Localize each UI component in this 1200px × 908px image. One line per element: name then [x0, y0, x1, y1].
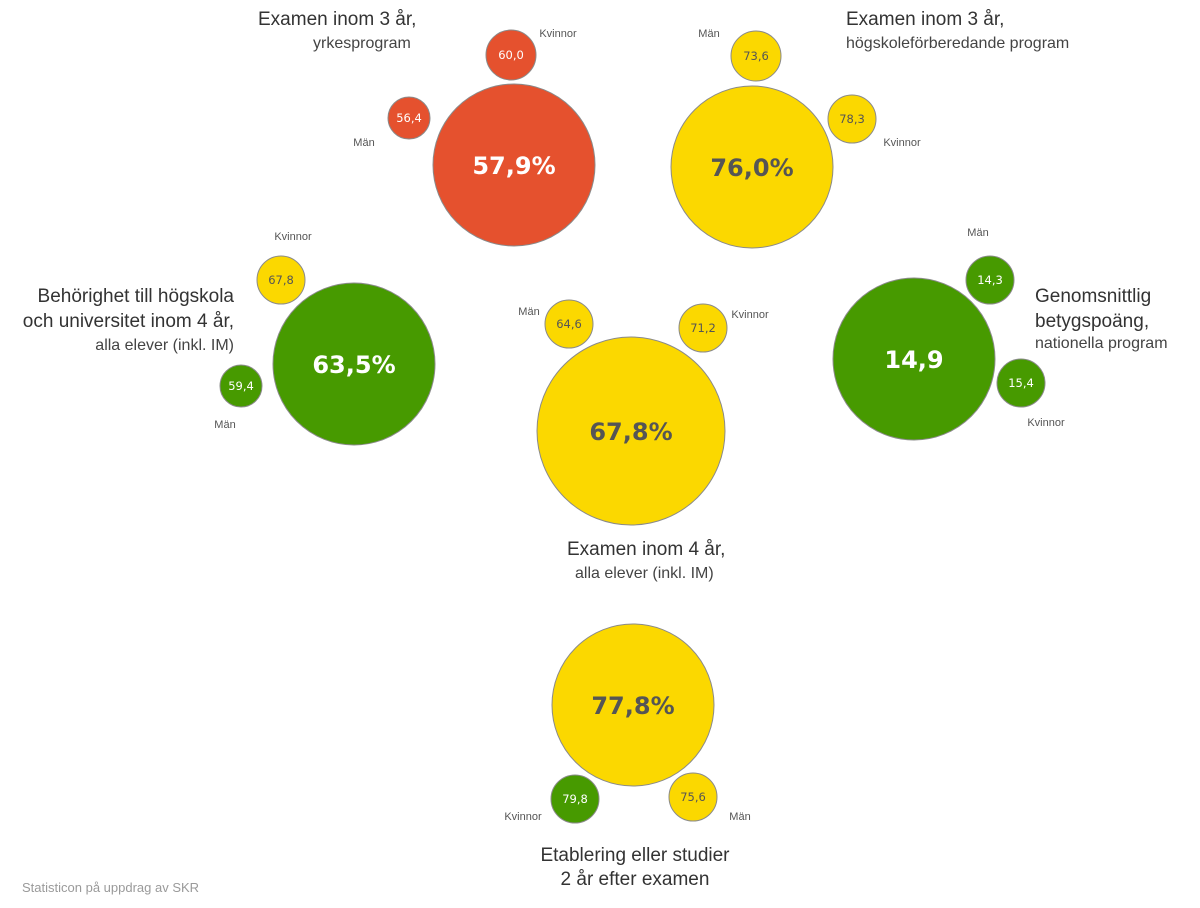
- gender-tag-etablering-kvinnor: Kvinnor: [504, 811, 542, 823]
- subtitle-etablering: 2 år efter examen: [560, 869, 710, 890]
- sub-bubble-hogskolefor-män: [730, 30, 782, 82]
- gender-tag-etablering-män: Män: [729, 811, 750, 823]
- title-hogskolefor: Examen inom 3 år,: [846, 9, 1005, 30]
- sub-value-hogskolefor-kvinnor: 78,3: [839, 112, 865, 126]
- sub-bubble-examen4-män: [544, 299, 594, 349]
- sub-value-examen4-män: 64,6: [556, 317, 582, 331]
- gender-tag-hogskolefor-män: Män: [698, 28, 719, 40]
- subtitle-betyg: nationella program: [1035, 335, 1168, 352]
- bubble-examen4: [536, 336, 726, 526]
- sub-value-betyg-män: 14,3: [977, 273, 1003, 287]
- bubble-betyg: [832, 277, 996, 441]
- subtitle-behorighet: alla elever (inkl. IM): [95, 337, 234, 354]
- bubble-etablering: [551, 623, 715, 787]
- footer-credit: Statisticon på uppdrag av SKR: [22, 880, 200, 895]
- title-yrke: Examen inom 3 år,: [258, 9, 417, 30]
- sub-value-behorighet-män: 59,4: [228, 379, 254, 393]
- bubble-value-examen4: 67,8%: [589, 418, 672, 446]
- title-etablering: Etablering eller studier: [540, 845, 730, 866]
- title-behorighet-line1: Behörighet till högskola: [37, 286, 234, 307]
- bubble-yrke: [432, 83, 596, 247]
- sub-value-examen4-kvinnor: 71,2: [690, 321, 716, 335]
- bubble-value-yrke: 57,9%: [472, 152, 555, 180]
- bubble-behorighet: [272, 282, 436, 446]
- gender-tag-hogskolefor-kvinnor: Kvinnor: [883, 137, 921, 149]
- gender-tag-betyg-kvinnor: Kvinnor: [1027, 417, 1065, 429]
- gender-tag-yrke-män: Män: [353, 137, 374, 149]
- sub-bubble-hogskolefor-kvinnor: [827, 94, 877, 144]
- sub-bubble-examen4-kvinnor: [678, 303, 728, 353]
- bubble-hogskolefor: [670, 85, 834, 249]
- gender-tag-betyg-män: Män: [967, 227, 988, 239]
- sub-value-behorighet-kvinnor: 67,8: [268, 273, 294, 287]
- sub-bubble-behorighet-män: [219, 364, 263, 408]
- sub-bubble-betyg-kvinnor: [996, 358, 1046, 408]
- title-behorighet-line2: och universitet inom 4 år,: [22, 311, 234, 332]
- sub-value-yrke-män: 56,4: [396, 111, 422, 125]
- sub-bubble-yrke-män: [387, 96, 431, 140]
- bubble-value-behorighet: 63,5%: [312, 351, 395, 379]
- sub-bubble-etablering-män: [668, 772, 718, 822]
- subtitle-hogskolefor: högskoleförberedande program: [846, 35, 1070, 52]
- title-betyg-line2: betygspoäng,: [1035, 311, 1150, 332]
- sub-bubble-betyg-män: [965, 255, 1015, 305]
- sub-bubble-etablering-kvinnor: [550, 774, 600, 824]
- gender-tag-yrke-kvinnor: Kvinnor: [539, 28, 577, 40]
- gender-tag-behorighet-kvinnor: Kvinnor: [274, 231, 312, 243]
- sub-value-etablering-män: 75,6: [680, 790, 706, 804]
- sub-value-hogskolefor-män: 73,6: [743, 49, 769, 63]
- gender-tag-examen4-män: Män: [518, 306, 539, 318]
- gender-tag-examen4-kvinnor: Kvinnor: [731, 309, 769, 321]
- title-betyg-line1: Genomsnittlig: [1035, 286, 1152, 307]
- title-examen4: Examen inom 4 år,: [567, 539, 726, 560]
- sub-bubble-behorighet-kvinnor: [256, 255, 306, 305]
- sub-bubble-yrke-kvinnor: [485, 29, 537, 81]
- bubble-value-hogskolefor: 76,0%: [710, 154, 793, 182]
- sub-value-betyg-kvinnor: 15,4: [1008, 376, 1034, 390]
- bubble-value-betyg: 14,9: [884, 346, 943, 374]
- sub-value-etablering-kvinnor: 79,8: [562, 792, 588, 806]
- subtitle-examen4: alla elever (inkl. IM): [575, 565, 714, 582]
- bubble-value-etablering: 77,8%: [591, 692, 674, 720]
- subtitle-yrke: yrkesprogram: [313, 35, 411, 52]
- gender-tag-behorighet-män: Män: [214, 419, 235, 431]
- sub-value-yrke-kvinnor: 60,0: [498, 48, 524, 62]
